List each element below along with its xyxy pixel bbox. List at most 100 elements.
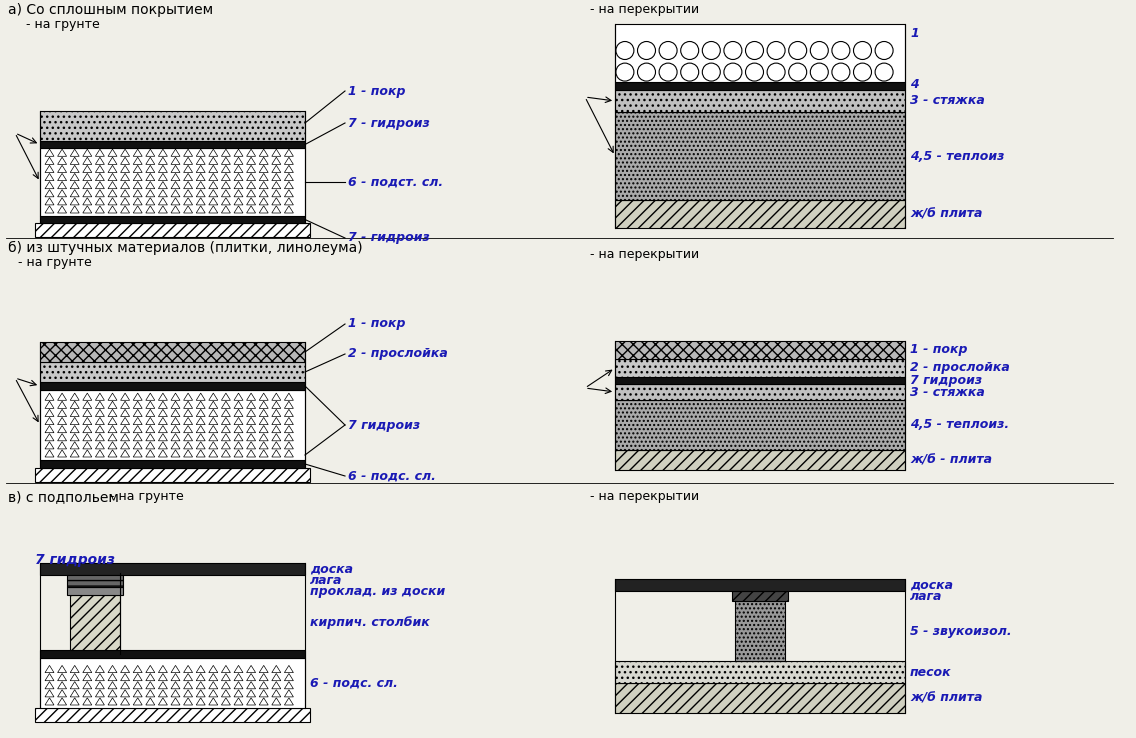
Polygon shape [145, 434, 154, 441]
Polygon shape [197, 206, 206, 213]
Polygon shape [259, 190, 268, 197]
Polygon shape [197, 674, 206, 680]
Bar [735, 601, 785, 661]
Polygon shape [83, 666, 92, 672]
Polygon shape [95, 418, 105, 424]
Text: лага: лага [910, 590, 943, 602]
Polygon shape [284, 165, 293, 173]
Polygon shape [108, 674, 117, 680]
Polygon shape [70, 393, 80, 400]
Polygon shape [247, 698, 256, 705]
Polygon shape [108, 157, 117, 165]
Polygon shape [184, 426, 193, 432]
Polygon shape [108, 410, 117, 416]
Polygon shape [209, 698, 218, 705]
Polygon shape [133, 165, 142, 173]
Polygon shape [83, 449, 92, 457]
Polygon shape [45, 165, 55, 173]
Polygon shape [222, 157, 231, 165]
Polygon shape [120, 426, 130, 432]
Polygon shape [234, 434, 243, 441]
Polygon shape [158, 674, 167, 680]
Polygon shape [184, 410, 193, 416]
Polygon shape [209, 674, 218, 680]
Polygon shape [197, 173, 206, 181]
Text: - на грунте: - на грунте [18, 256, 92, 269]
Polygon shape [120, 418, 130, 424]
Bar [615, 82, 905, 90]
Bar [615, 112, 905, 200]
Polygon shape [209, 190, 218, 197]
Polygon shape [234, 426, 243, 432]
Polygon shape [83, 149, 92, 156]
Text: 7 - гидроиз: 7 - гидроиз [348, 117, 429, 129]
Polygon shape [272, 393, 281, 400]
Polygon shape [120, 393, 130, 400]
Polygon shape [95, 190, 105, 197]
Polygon shape [234, 682, 243, 689]
Polygon shape [45, 442, 55, 449]
Text: - на перекрытии: - на перекрытии [590, 490, 699, 503]
Polygon shape [197, 426, 206, 432]
Polygon shape [272, 198, 281, 205]
Polygon shape [108, 393, 117, 400]
Polygon shape [222, 682, 231, 689]
Polygon shape [133, 149, 142, 156]
Polygon shape [133, 198, 142, 205]
Polygon shape [184, 165, 193, 173]
Bar [615, 384, 905, 400]
Polygon shape [172, 698, 179, 705]
Polygon shape [197, 410, 206, 416]
Polygon shape [184, 401, 193, 408]
Bar [615, 661, 905, 683]
Polygon shape [120, 442, 130, 449]
Polygon shape [108, 698, 117, 705]
Polygon shape [184, 674, 193, 680]
Polygon shape [83, 401, 92, 408]
Text: 1: 1 [910, 27, 919, 40]
Polygon shape [259, 666, 268, 672]
Polygon shape [95, 434, 105, 441]
Circle shape [767, 63, 785, 81]
Polygon shape [120, 149, 130, 156]
Polygon shape [45, 410, 55, 416]
Circle shape [853, 63, 871, 81]
Polygon shape [284, 449, 293, 457]
Bar [40, 362, 304, 382]
Polygon shape [45, 190, 55, 197]
Polygon shape [234, 418, 243, 424]
Text: 4: 4 [910, 77, 919, 91]
Text: 1 - покр: 1 - покр [348, 317, 406, 331]
Circle shape [680, 63, 699, 81]
Polygon shape [58, 182, 67, 189]
Bar [40, 460, 304, 468]
Text: - на перекрытии: - на перекрытии [590, 248, 699, 261]
Polygon shape [58, 442, 67, 449]
Polygon shape [83, 173, 92, 181]
Polygon shape [58, 198, 67, 205]
Polygon shape [108, 449, 117, 457]
Polygon shape [222, 442, 231, 449]
Circle shape [659, 41, 677, 60]
Polygon shape [284, 434, 293, 441]
Polygon shape [284, 426, 293, 432]
Polygon shape [120, 410, 130, 416]
Polygon shape [58, 674, 67, 680]
Polygon shape [209, 682, 218, 689]
Polygon shape [172, 173, 179, 181]
Polygon shape [133, 206, 142, 213]
Polygon shape [108, 666, 117, 672]
Polygon shape [247, 426, 256, 432]
Polygon shape [172, 149, 179, 156]
Polygon shape [145, 682, 154, 689]
Bar [40, 148, 304, 216]
Polygon shape [70, 690, 80, 697]
Polygon shape [108, 401, 117, 408]
Polygon shape [45, 426, 55, 432]
Polygon shape [145, 426, 154, 432]
Polygon shape [45, 149, 55, 156]
Polygon shape [272, 426, 281, 432]
Text: - на перекрытии: - на перекрытии [590, 3, 699, 16]
Polygon shape [197, 434, 206, 441]
Bar [40, 141, 304, 148]
